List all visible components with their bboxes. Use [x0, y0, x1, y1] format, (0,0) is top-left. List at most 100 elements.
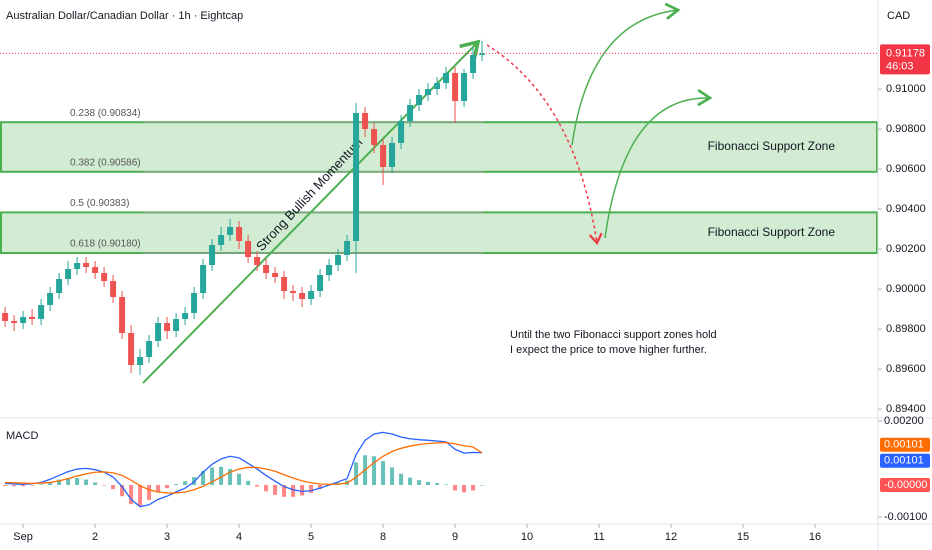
- y-tick-label: -0.00100: [884, 511, 927, 523]
- y-tick-label: 0.89400: [886, 403, 926, 415]
- candle-body: [299, 293, 306, 299]
- histogram-bar: [75, 477, 80, 485]
- histogram-bar: [255, 484, 260, 487]
- candle-body: [110, 281, 117, 297]
- histogram-bar: [462, 484, 467, 493]
- candle-body: [263, 265, 270, 273]
- y-tick-label: 0.91000: [886, 83, 926, 95]
- histogram-bar: [228, 469, 233, 485]
- histogram-bar: [84, 479, 89, 485]
- last-value-label: 0.00101: [884, 439, 924, 451]
- candle-body: [11, 321, 18, 323]
- macd-line: [5, 441, 483, 494]
- candle-body: [92, 267, 99, 273]
- histogram-bar: [66, 477, 71, 485]
- fib-label: 0.5 (0.90383): [70, 198, 130, 209]
- histogram-bar: [282, 484, 287, 497]
- histogram-bar: [480, 484, 485, 486]
- candle-body: [416, 95, 423, 105]
- candle-body: [74, 263, 81, 269]
- last-value-label: -0.00000: [884, 479, 927, 491]
- fib-zone: [0, 211, 878, 254]
- histogram-bar: [21, 484, 26, 487]
- indicator-title: MACD: [6, 430, 38, 442]
- fib-label: 0.382 (0.90586): [70, 157, 141, 168]
- candle-body: [380, 145, 387, 167]
- histogram-bar: [210, 467, 215, 485]
- zone-label: Fibonacci Support Zone: [708, 139, 836, 153]
- y-tick-label: 0.90600: [886, 163, 926, 175]
- candle-body: [20, 317, 27, 323]
- histogram-bar: [12, 484, 17, 487]
- histogram-bar: [48, 481, 53, 485]
- candle-body: [47, 293, 54, 305]
- histogram-bar: [354, 462, 359, 485]
- y-tick-label: 0.89800: [886, 323, 926, 335]
- y-tick-label: 0.89600: [886, 363, 926, 375]
- histogram-bar: [57, 479, 62, 485]
- candle-body: [200, 265, 207, 293]
- candle-body: [362, 113, 369, 129]
- projection-arrow: [486, 44, 603, 246]
- fib-label: 0.618 (0.90180): [70, 239, 141, 250]
- candle-body: [425, 89, 432, 95]
- candle-body: [218, 235, 225, 245]
- histogram-bar: [273, 484, 278, 495]
- candle-body: [344, 241, 351, 255]
- histogram-bar: [165, 484, 170, 489]
- candle-body: [236, 227, 243, 241]
- candle-body: [443, 73, 450, 83]
- candle-body: [272, 273, 279, 277]
- candle-body: [479, 53, 486, 55]
- histogram-bar: [453, 484, 458, 491]
- candle-body: [65, 269, 72, 279]
- histogram-bar: [129, 484, 134, 505]
- histogram-bar: [390, 467, 395, 485]
- candle-body: [407, 105, 414, 121]
- histogram-bar: [408, 477, 413, 485]
- histogram-bar: [300, 484, 305, 496]
- candle-body: [326, 265, 333, 275]
- last-price-box: [880, 44, 930, 75]
- histogram-bar: [174, 484, 179, 485]
- macd-line: [5, 431, 483, 508]
- histogram-bar: [237, 473, 242, 485]
- histogram-bar: [156, 484, 161, 493]
- histogram-bar: [93, 482, 98, 485]
- y-tick-label: 0.00200: [884, 415, 924, 427]
- last-value-box: [880, 437, 930, 452]
- histogram-bar: [309, 484, 314, 493]
- candle-body: [38, 305, 45, 319]
- candle-body: [56, 279, 63, 293]
- histogram-bar: [3, 484, 8, 486]
- candle-body: [29, 317, 36, 319]
- x-tick-label: 9: [452, 531, 458, 543]
- x-tick-label: 4: [236, 531, 242, 543]
- y-tick-label: 0.90800: [886, 123, 926, 135]
- histogram-bar: [399, 473, 404, 485]
- histogram-bar: [147, 484, 152, 500]
- x-tick-label: 2: [92, 531, 98, 543]
- candle-body: [434, 83, 441, 89]
- candle-body: [137, 357, 144, 365]
- annotation: Until the two Fibonacci support zones ho…: [510, 329, 717, 341]
- candle-body: [290, 291, 297, 293]
- x-tick-label: 12: [665, 531, 677, 543]
- x-tick-label: 3: [164, 531, 170, 543]
- histogram-bar: [372, 456, 377, 485]
- currency: CAD: [887, 10, 910, 22]
- histogram-bar: [183, 481, 188, 485]
- last-price-label: 0.91178: [886, 47, 925, 59]
- histogram-bar: [138, 484, 143, 507]
- candle-body: [209, 245, 216, 265]
- candle-body: [281, 277, 288, 291]
- candle-body: [371, 129, 378, 145]
- annotation: I expect the price to move higher furthe…: [510, 344, 707, 356]
- x-tick-label: Sep: [13, 531, 33, 543]
- candle-body: [146, 341, 153, 357]
- histogram-bar: [426, 481, 431, 485]
- last-value-label: 0.00101: [884, 455, 924, 467]
- candle-body: [155, 323, 162, 341]
- histogram-bar: [120, 484, 125, 497]
- last-value-box: [880, 477, 930, 492]
